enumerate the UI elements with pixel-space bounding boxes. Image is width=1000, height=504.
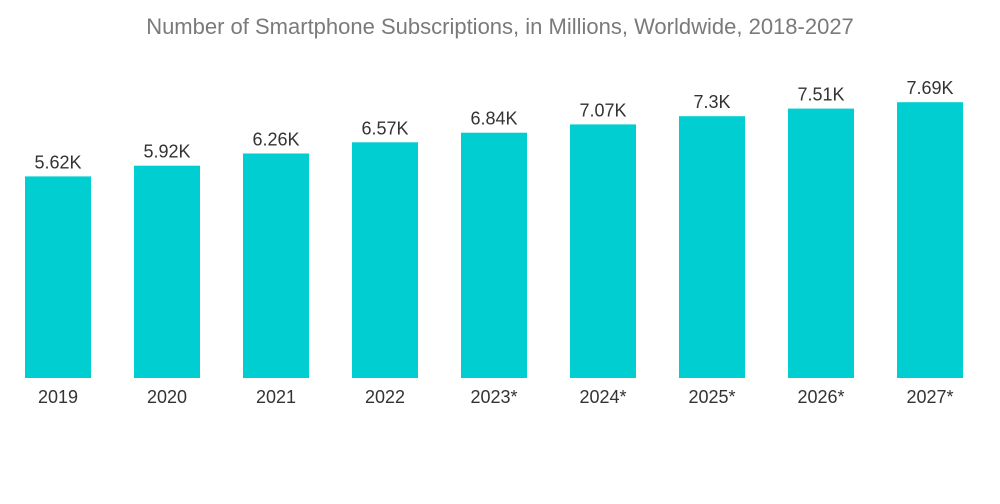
chart-title: Number of Smartphone Subscriptions, in M… [146, 14, 854, 39]
value-label-2024-forecast: 7.07K [579, 100, 626, 120]
x-tick-label-2023-forecast: 2023* [470, 387, 517, 407]
x-tick-label-2020: 2020 [147, 387, 187, 407]
bar-2023-forecast [461, 132, 527, 378]
value-label-2019: 5.62K [34, 152, 81, 172]
x-tick-label-2021: 2021 [256, 387, 296, 407]
x-tick-label-2022: 2022 [365, 387, 405, 407]
x-tick-label-2025-forecast: 2025* [688, 387, 735, 407]
value-label-2027-forecast: 7.69K [906, 78, 953, 98]
bar-2021 [243, 153, 309, 378]
value-label-2025-forecast: 7.3K [693, 92, 730, 112]
x-tick-label-2026-forecast: 2026* [797, 387, 844, 407]
x-tick-label-2027-forecast: 2027* [906, 387, 953, 407]
bar-2027-forecast [897, 102, 963, 378]
bar-2024-forecast [570, 124, 636, 379]
value-label-2023-forecast: 6.84K [470, 109, 517, 129]
bar-2026-forecast [788, 108, 854, 378]
value-label-2020: 5.92K [143, 142, 190, 162]
tick-labels-layer: 2019 2020 2021 2022 2023* 2024* 2025* 2026* 2027… [38, 387, 954, 407]
x-tick-label-2024-forecast: 2024* [579, 387, 626, 407]
bar-2020 [134, 165, 200, 378]
bar-2022 [352, 142, 418, 378]
value-label-2021: 6.26K [252, 130, 299, 150]
x-tick-label-2019: 2019 [38, 387, 78, 407]
bar-2019 [25, 176, 91, 378]
value-label-2026-forecast: 7.51K [797, 85, 844, 105]
bar-2025-forecast [679, 116, 745, 378]
bars-layer [25, 102, 963, 379]
value-label-2022: 6.57K [361, 118, 408, 138]
value-labels-layer: 5.62K 5.92K 6.26K 6.57K 6.84K 7.07K 7.3K 7.51K 7… [34, 78, 953, 172]
